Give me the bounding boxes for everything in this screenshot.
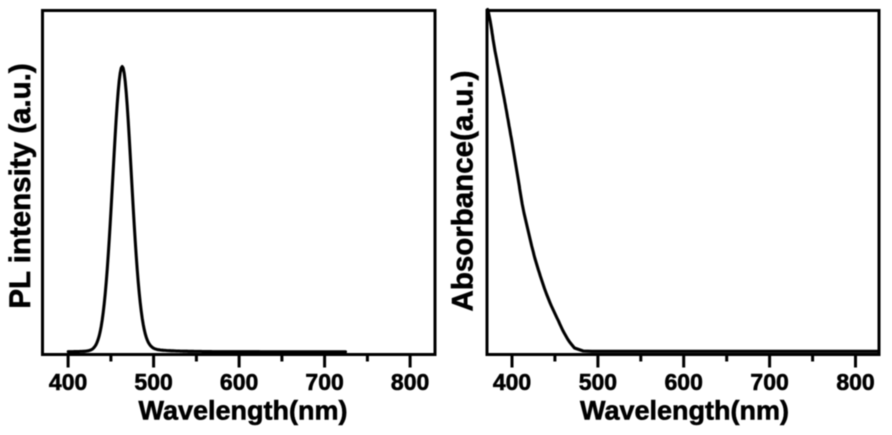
svg-text:500: 500 [134,369,172,395]
svg-text:600: 600 [220,369,258,395]
svg-text:500: 500 [579,369,617,395]
svg-text:600: 600 [665,369,703,395]
svg-text:800: 800 [836,369,874,395]
svg-text:PL intensity (a.u.): PL intensity (a.u.) [4,63,37,308]
svg-text:700: 700 [750,369,788,395]
svg-text:800: 800 [391,369,429,395]
svg-text:Wavelength(nm): Wavelength(nm) [139,396,348,426]
svg-text:400: 400 [493,369,531,395]
svg-text:400: 400 [49,369,87,395]
svg-text:700: 700 [305,369,343,395]
svg-text:Wavelength(nm): Wavelength(nm) [580,396,789,426]
svg-text:Absorbance(a.u.): Absorbance(a.u.) [447,71,480,312]
